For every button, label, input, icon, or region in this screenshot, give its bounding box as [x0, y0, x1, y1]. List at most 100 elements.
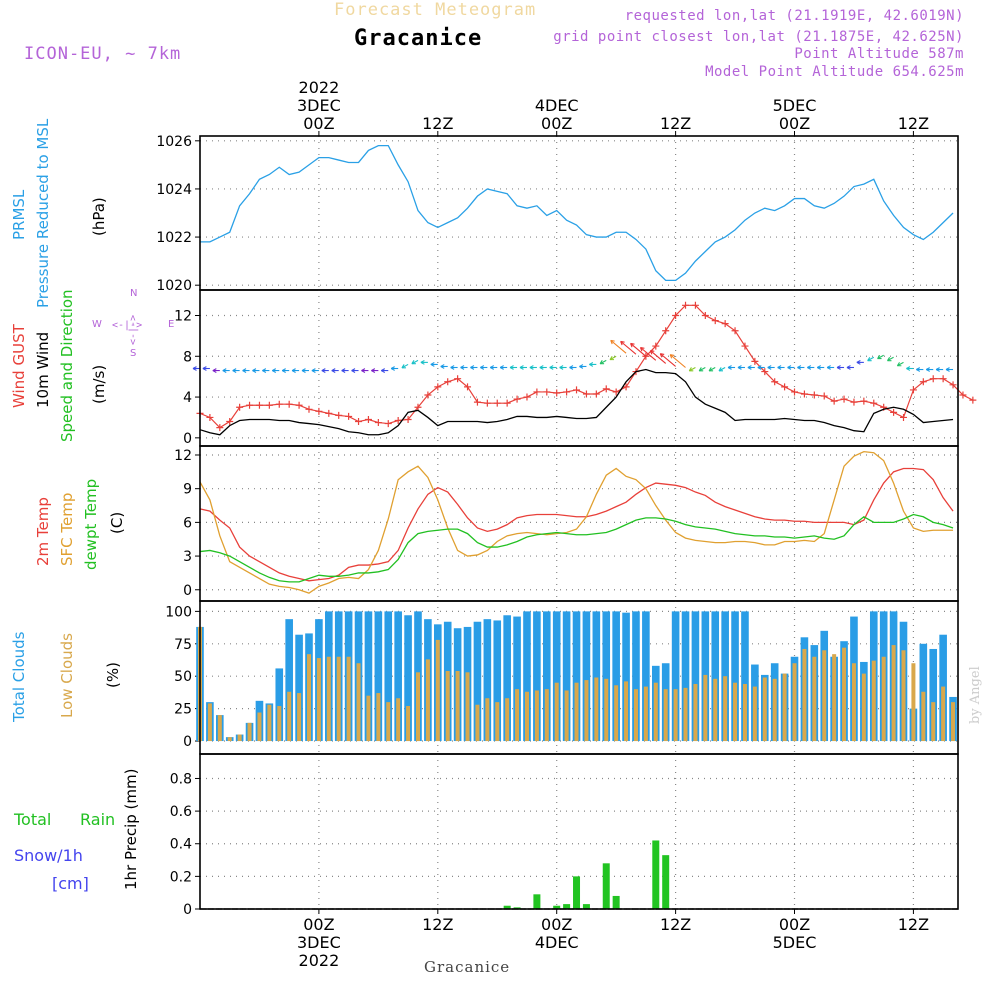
wind-gust-marker: [464, 383, 472, 391]
total-cloud-bar: [483, 619, 492, 742]
ytick-label-temperature: 12: [174, 448, 192, 464]
wind-gust-marker: [939, 375, 947, 383]
wind-arrow-head: [925, 367, 931, 372]
wind-arrow-head: [262, 368, 267, 373]
low-cloud-bar: [306, 654, 311, 742]
rain-bar: [652, 840, 660, 909]
ytick-label-temperature: 9: [183, 482, 192, 498]
snow-label: Snow/1h: [14, 846, 83, 865]
wind-arrow-head: [698, 367, 704, 372]
low-cloud-bar: [227, 737, 232, 742]
panel-temperature: [195, 445, 959, 602]
time-label-bottom: 2022: [299, 951, 340, 970]
ytick-label-clouds: 75: [174, 637, 192, 653]
wind-arrow-head: [797, 365, 802, 370]
wind-gust-marker: [434, 383, 442, 391]
wind-gust-marker: [860, 397, 868, 405]
low-cloud-bar: [485, 698, 490, 742]
low-cloud-bar: [475, 704, 480, 742]
wind-arrow-head: [579, 364, 584, 369]
total-cloud-bar: [275, 668, 284, 742]
wind-arrow-head: [559, 365, 564, 370]
low-cloud-bar: [584, 680, 589, 742]
wind-arrow: [610, 339, 627, 354]
time-label-top: 12Z: [898, 114, 929, 133]
compass-s: S: [130, 348, 137, 359]
panel-frame-wind: [199, 289, 959, 447]
panel-frame-temperature: [199, 445, 959, 602]
wind-arrow: [708, 367, 716, 372]
wind-gust-marker: [503, 399, 511, 407]
wind-arrow-head: [867, 356, 872, 362]
low-cloud-bar: [376, 693, 381, 742]
wind-gust-marker: [236, 403, 244, 411]
wind-gust-marker: [374, 419, 382, 427]
wind-arrow-head: [480, 365, 485, 370]
wind-arrow-head: [787, 365, 792, 370]
wind-arrow-head: [807, 365, 812, 370]
compass-e: E: [168, 319, 175, 330]
wind-gust-marker: [255, 401, 263, 409]
time-label-bottom: 5DEC: [773, 933, 817, 952]
ytick-label-temperature: 6: [183, 515, 192, 531]
wind-gust-marker: [949, 381, 957, 389]
wind-gust-marker: [791, 388, 799, 396]
wind-gust-marker: [226, 418, 234, 426]
wind-gust-marker: [731, 327, 739, 335]
wind-gust-marker: [444, 378, 452, 386]
chart-title: Forecast Meteogram: [334, 0, 537, 20]
time-label-bottom: 12Z: [898, 915, 929, 934]
time-label-top: 3DEC: [297, 96, 341, 115]
total-cloud-bar: [404, 615, 412, 742]
time-label-top: 5DEC: [773, 96, 817, 115]
time-label-bottom: 12Z: [660, 915, 691, 934]
wind-arrow: [877, 354, 884, 360]
wind-arrow-head: [599, 360, 605, 365]
total-cloud-bar: [741, 611, 749, 742]
wind-arrow-head: [836, 365, 841, 370]
wind-gust-marker: [493, 399, 501, 407]
low-cloud-bar: [752, 686, 757, 742]
total-cloud-bar: [622, 612, 630, 742]
panel-clouds: [195, 600, 959, 755]
requested-coords: requested lon,lat (21.1919E, 42.6019N): [624, 8, 964, 24]
wind-arrow-head: [630, 342, 635, 348]
wind-arrow-head: [390, 366, 395, 371]
low-cloud-bar: [901, 650, 906, 742]
wind-arrow-head: [669, 354, 675, 359]
wind-gust-marker: [612, 388, 620, 396]
low-cloud-bar: [534, 690, 539, 742]
rain-bar: [553, 905, 561, 909]
ytick-label-clouds: 0: [183, 734, 192, 750]
wind-gust-marker: [642, 352, 650, 360]
low-cloud-bar: [931, 702, 936, 742]
low-cloud-bar: [316, 658, 321, 742]
wind-arrow-head: [311, 368, 316, 373]
wind-gust-marker: [364, 415, 372, 423]
ytick-label-pressure: 1022: [156, 230, 192, 246]
wind-arrow-head: [222, 368, 227, 373]
low-cloud-bar: [445, 671, 450, 742]
wind-arrow-head: [747, 365, 752, 370]
wind-gust-marker: [840, 395, 848, 403]
wind-gust-marker: [563, 388, 571, 396]
low-cloud-bar: [742, 683, 747, 742]
wind-gust-marker: [384, 420, 392, 428]
wind-arrow-head: [767, 365, 772, 370]
prmsl-line: [200, 144, 954, 282]
wind-arrow-head: [877, 354, 882, 360]
wind-gust-marker: [662, 327, 670, 335]
temp-dewpt-line: [199, 513, 954, 583]
panel-frame-pressure: [199, 135, 959, 291]
wind-arrow-head: [489, 365, 495, 370]
wind-gust-marker: [513, 395, 521, 403]
total-cloud-bar: [394, 611, 402, 742]
ytick-label-precip: 0.2: [170, 869, 192, 885]
wind-arrow-head: [569, 365, 574, 370]
low-cloud-bar: [465, 672, 470, 742]
wind-arrow-head: [341, 368, 346, 373]
low-cloud-bar: [861, 673, 866, 742]
wind-arrow: [620, 340, 637, 355]
total-cloud-bar: [602, 611, 611, 742]
rain-bar: [582, 904, 590, 909]
